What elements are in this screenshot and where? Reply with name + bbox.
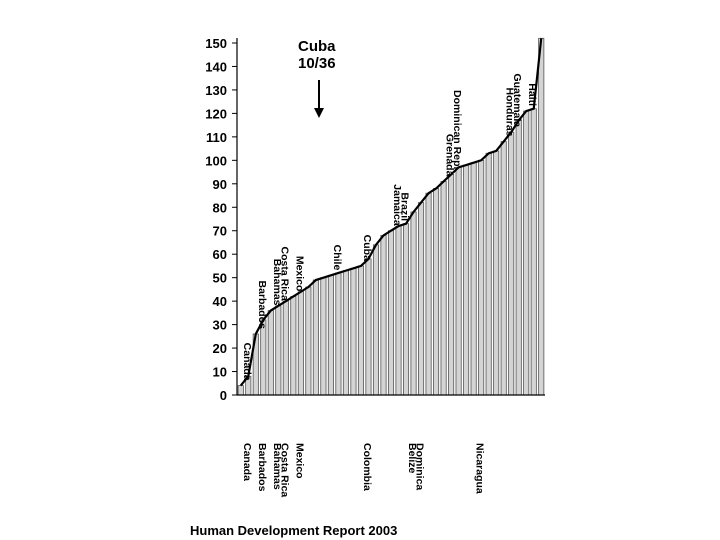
bar: [508, 131, 515, 396]
bar: [320, 277, 327, 396]
y-tick-label: 40: [213, 294, 227, 309]
bar: [538, 37, 545, 396]
x-category-label: Belize: [406, 443, 418, 474]
bar-label: Dominican Rep.: [451, 90, 463, 169]
bar: [448, 174, 455, 396]
y-tick-label: 30: [213, 318, 227, 333]
bar-label: Mexico: [293, 256, 305, 292]
bar: [478, 159, 485, 396]
y-tick-label: 150: [205, 36, 227, 51]
bar: [237, 385, 244, 396]
y-tick-label: 110: [206, 130, 227, 145]
x-category-label: Dominica: [414, 443, 426, 490]
bar: [470, 162, 477, 396]
bar-label: Barbados: [256, 281, 268, 330]
y-tick-label: 10: [213, 365, 227, 380]
y-tick-label: 0: [220, 388, 227, 403]
bar-label: Brazil: [399, 192, 411, 221]
bar: [342, 270, 349, 396]
bar: [350, 267, 357, 396]
x-category-label: Colombia: [361, 443, 373, 491]
x-category-label: Barbados: [256, 443, 268, 492]
bar: [433, 188, 440, 396]
x-category-label: Nicaragua: [474, 443, 486, 494]
bar: [372, 244, 380, 396]
bar: [260, 319, 267, 396]
bar: [485, 152, 492, 396]
bar-label: Cuba: [361, 235, 373, 261]
bar-label: Bahamas: [271, 259, 283, 306]
bar: [267, 310, 274, 396]
annotation-ratio: 10/36: [298, 55, 336, 72]
bar: [402, 223, 410, 396]
bar: [425, 192, 432, 396]
bar: [380, 235, 387, 396]
bar: [500, 141, 507, 396]
bar: [530, 108, 537, 396]
bar-label: Haiti: [526, 83, 538, 106]
bar: [312, 279, 319, 396]
bar: [463, 164, 470, 396]
y-tick-label: 90: [213, 177, 227, 192]
bar-label: Canada: [241, 343, 253, 381]
chart-footer: Human Development Report 2003: [190, 523, 398, 538]
annotation-arrowhead: [314, 108, 324, 118]
bar-label: Guatemala: [511, 73, 523, 127]
bar-label: Costa Rica: [278, 247, 290, 301]
bar: [282, 300, 289, 396]
bar: [357, 265, 364, 396]
bar-label: Jamaica: [391, 184, 403, 226]
bar: [297, 291, 304, 396]
trend-line: [239, 38, 543, 387]
bar: [290, 296, 297, 396]
x-category-label: Mexico: [293, 443, 305, 479]
bar: [493, 150, 500, 396]
bar: [275, 305, 282, 396]
bar: [418, 202, 425, 396]
bar: [440, 181, 447, 396]
x-category-label: Canada: [241, 443, 253, 481]
bar: [327, 274, 334, 396]
y-tick-label: 20: [213, 341, 227, 356]
bar-label: Honduras: [504, 88, 516, 137]
y-tick-label: 80: [213, 200, 227, 215]
annotation-title: Cuba: [298, 38, 336, 55]
bar-label: Chile: [331, 245, 343, 271]
bar: [523, 110, 530, 396]
x-category-label: Costa Rica: [278, 443, 290, 497]
y-tick-label: 50: [213, 271, 227, 286]
y-tick-label: 100: [205, 153, 227, 168]
bar: [515, 120, 522, 396]
bar-label: Grenada: [444, 134, 456, 177]
bar: [410, 211, 417, 396]
bar: [455, 166, 462, 396]
y-tick-label: 120: [205, 106, 227, 121]
y-tick-label: 140: [205, 59, 227, 74]
bar: [387, 230, 395, 396]
bar: [305, 286, 312, 396]
y-tick-label: 70: [213, 224, 227, 239]
y-tick-label: 60: [213, 247, 227, 262]
bar: [335, 272, 342, 396]
bar: [365, 258, 372, 396]
x-category-label: Bahamas: [271, 443, 283, 490]
bar: [395, 225, 402, 396]
y-tick-label: 130: [205, 83, 227, 98]
